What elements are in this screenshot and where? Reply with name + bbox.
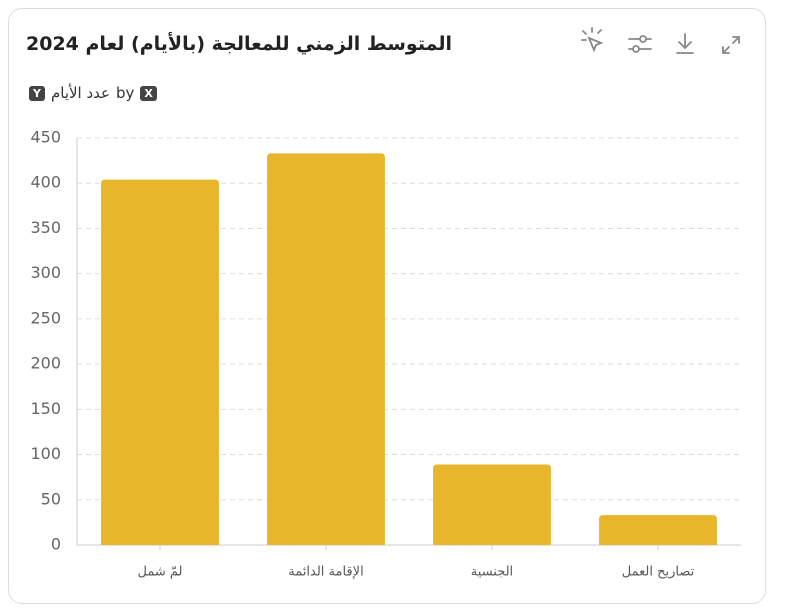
y-tick-label: 450 <box>30 128 61 147</box>
y-tick-label: 400 <box>30 173 61 192</box>
y-badge: Y <box>29 85 45 101</box>
x-tick-label: لمّ شمل <box>138 565 183 580</box>
select-icon[interactable] <box>581 27 604 53</box>
y-tick-label: 200 <box>30 354 61 373</box>
download-icon[interactable] <box>676 33 694 54</box>
card <box>8 8 766 604</box>
y-tick-label: 0 <box>51 535 61 554</box>
subtitle: Y عدد الأيام by X <box>29 84 157 102</box>
y-tick-label: 100 <box>30 444 61 463</box>
x-tick-label: الإقامة الدائمة <box>288 565 363 580</box>
expand-icon[interactable] <box>722 36 740 54</box>
y-tick-label: 300 <box>30 263 61 282</box>
x-badge: X <box>140 85 157 101</box>
x-tick-label: تصاريح العمل <box>622 565 695 580</box>
bar <box>433 464 551 545</box>
bar <box>599 515 717 545</box>
chart-title: المتوسط الزمني للمعالجة (بالأيام) لعام 2… <box>26 33 452 55</box>
y-tick-label: 150 <box>30 399 61 418</box>
y-tick-label: 350 <box>30 218 61 237</box>
y-tick-label: 250 <box>30 308 61 327</box>
bar <box>267 153 385 545</box>
by-text: by <box>116 84 135 102</box>
bar <box>101 179 219 546</box>
x-tick-label: الجنسية <box>471 565 513 580</box>
y-tick-label: 50 <box>41 489 61 508</box>
filter-icon[interactable] <box>628 35 652 53</box>
y-label: عدد الأيام <box>50 84 110 102</box>
